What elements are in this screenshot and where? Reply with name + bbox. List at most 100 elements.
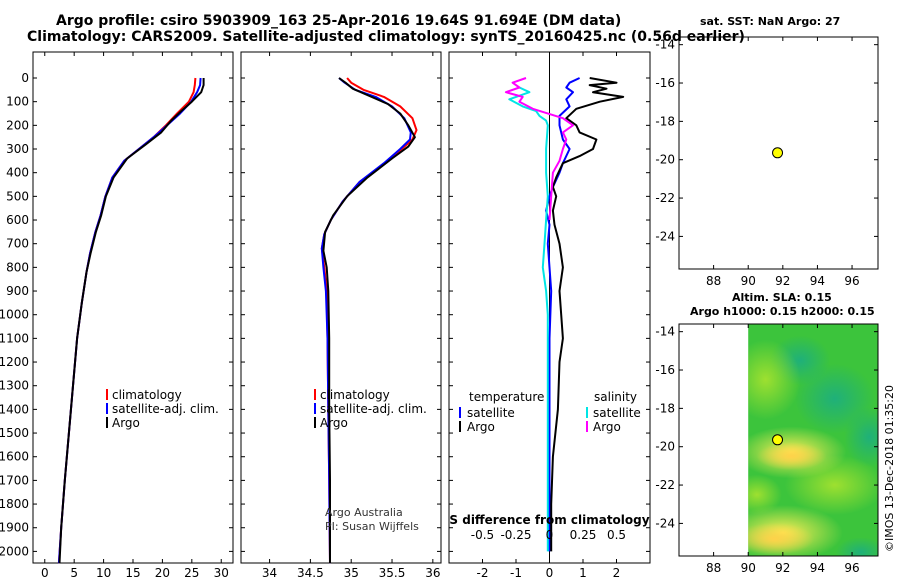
x-tick-label: 10 bbox=[96, 566, 111, 580]
depth-tick-label: 1100 bbox=[0, 331, 29, 345]
map-y-tick-label: -20 bbox=[655, 153, 675, 167]
sla-blob bbox=[748, 474, 782, 515]
legend-label: Argo bbox=[467, 420, 495, 434]
x-tick-label: 35.5 bbox=[379, 566, 406, 580]
note-text: Argo Australia bbox=[325, 506, 403, 519]
map-frame-sst-map bbox=[678, 36, 879, 270]
x-axis-label-top: S difference from climatology bbox=[449, 513, 649, 527]
map-x-tick-label: 92 bbox=[775, 274, 790, 288]
series-s-argo bbox=[504, 77, 574, 221]
panel-frame-salinity bbox=[240, 51, 442, 564]
depth-tick-label: 200 bbox=[6, 118, 29, 132]
map-x-tick-label: 88 bbox=[706, 274, 721, 288]
depth-tick-label: 400 bbox=[6, 166, 29, 180]
sla-blob bbox=[835, 537, 879, 556]
sla-blob bbox=[748, 339, 801, 420]
map-y-tick-label: -22 bbox=[655, 478, 675, 492]
map-x-tick-label: 96 bbox=[844, 274, 859, 288]
map-x-tick-label: 96 bbox=[844, 561, 859, 575]
map-x-tick-label: 94 bbox=[810, 561, 825, 575]
depth-tick-label: 1300 bbox=[0, 379, 29, 393]
depth-tick-label: 1600 bbox=[0, 450, 29, 464]
sla-blob bbox=[844, 407, 879, 468]
map-x-tick-label: 90 bbox=[741, 561, 756, 575]
x-tick-label: 20 bbox=[155, 566, 170, 580]
map-y-tick-label: -24 bbox=[655, 516, 675, 530]
depth-tick-label: 1500 bbox=[0, 426, 29, 440]
map-y-tick-label: -16 bbox=[655, 76, 675, 90]
map-x-tick-label: 92 bbox=[775, 561, 790, 575]
map-y-tick-label: -18 bbox=[655, 114, 675, 128]
x-tick-label: 2 bbox=[613, 566, 621, 580]
x-tick-label: 34 bbox=[262, 566, 277, 580]
x-tick-label: 15 bbox=[125, 566, 140, 580]
series-s-satellite bbox=[508, 86, 549, 552]
legend-label: climatology bbox=[320, 388, 390, 402]
sla-label: Altim. SLA: 0.15 bbox=[732, 291, 832, 304]
map-x-tick-label: 94 bbox=[810, 274, 825, 288]
depth-tick-label: 800 bbox=[6, 260, 29, 274]
sla-blobs bbox=[748, 335, 879, 556]
legend-title-salinity: salinity bbox=[594, 390, 637, 404]
depth-tick-label: 500 bbox=[6, 189, 29, 203]
sla-blob bbox=[748, 522, 815, 555]
map-y-tick-label: -22 bbox=[655, 191, 675, 205]
legend-label: climatology bbox=[112, 388, 182, 402]
series-t-argo bbox=[550, 77, 625, 552]
legend-label: Argo bbox=[112, 416, 140, 430]
depth-tick-label: 1200 bbox=[0, 355, 29, 369]
series-satellite-adj--clim- bbox=[320, 77, 412, 564]
x-tick-label: 0 bbox=[546, 566, 554, 580]
map-y-tick-label: -16 bbox=[655, 363, 675, 377]
sst-label: sat. SST: NaN Argo: 27 bbox=[700, 15, 841, 28]
map-y-tick-label: -14 bbox=[655, 325, 675, 339]
x-tick-label-top: 0.25 bbox=[570, 528, 597, 542]
argo-position-marker bbox=[772, 147, 784, 159]
x-tick-label: 36 bbox=[425, 566, 440, 580]
depth-tick-label: 700 bbox=[6, 237, 29, 251]
depth-tick-label: 1400 bbox=[0, 402, 29, 416]
map-y-tick-label: -24 bbox=[655, 229, 675, 243]
depth-tick-label: 1800 bbox=[0, 497, 29, 511]
legend-title-temperature: temperature bbox=[469, 390, 544, 404]
legend-label: satellite bbox=[467, 406, 515, 420]
depth-tick-label: 1700 bbox=[0, 473, 29, 487]
panel-frame-temperature bbox=[32, 51, 234, 564]
x-tick-label: 35 bbox=[344, 566, 359, 580]
map-y-tick-label: -20 bbox=[655, 440, 675, 454]
title-line-1: Argo profile: csiro 5903909_163 25-Apr-2… bbox=[56, 13, 622, 29]
x-tick-label: 30 bbox=[214, 566, 229, 580]
x-tick-label: -1 bbox=[510, 566, 522, 580]
map-y-tick-label: -18 bbox=[655, 401, 675, 415]
x-tick-label: 5 bbox=[70, 566, 78, 580]
depth-tick-label: 100 bbox=[6, 95, 29, 109]
legend-label: Argo bbox=[593, 420, 621, 434]
x-tick-label: -2 bbox=[477, 566, 489, 580]
h-label: Argo h1000: 0.15 h2000: 0.15 bbox=[690, 305, 875, 318]
depth-tick-label: 900 bbox=[6, 284, 29, 298]
map-x-tick-label: 90 bbox=[741, 274, 756, 288]
depth-tick-label: 2000 bbox=[0, 544, 29, 558]
x-tick-label-top: -0.5 bbox=[471, 528, 494, 542]
legend-label: satellite-adj. clim. bbox=[112, 402, 219, 416]
title-line-2: Climatology: CARS2009. Satellite-adjuste… bbox=[27, 29, 745, 45]
x-tick-label: 1 bbox=[579, 566, 587, 580]
depth-tick-label: 300 bbox=[6, 142, 29, 156]
series-argo bbox=[322, 77, 416, 564]
legend-label: satellite bbox=[593, 406, 641, 420]
x-tick-label-top: 0 bbox=[546, 528, 554, 542]
legend-label: satellite-adj. clim. bbox=[320, 402, 427, 416]
x-tick-label-top: -0.25 bbox=[500, 528, 531, 542]
depth-tick-label: 1900 bbox=[0, 521, 29, 535]
legend-label: Argo bbox=[320, 416, 348, 430]
depth-tick-label: 600 bbox=[6, 213, 29, 227]
x-tick-label: 0 bbox=[41, 566, 49, 580]
map-y-tick-label: -14 bbox=[655, 38, 675, 52]
x-tick-label: 34.5 bbox=[297, 566, 324, 580]
argo-position-marker bbox=[772, 434, 784, 446]
x-tick-label: 25 bbox=[184, 566, 199, 580]
depth-tick-label: 1000 bbox=[0, 308, 29, 322]
sla-blob bbox=[756, 442, 827, 471]
map-x-tick-label: 88 bbox=[706, 561, 721, 575]
